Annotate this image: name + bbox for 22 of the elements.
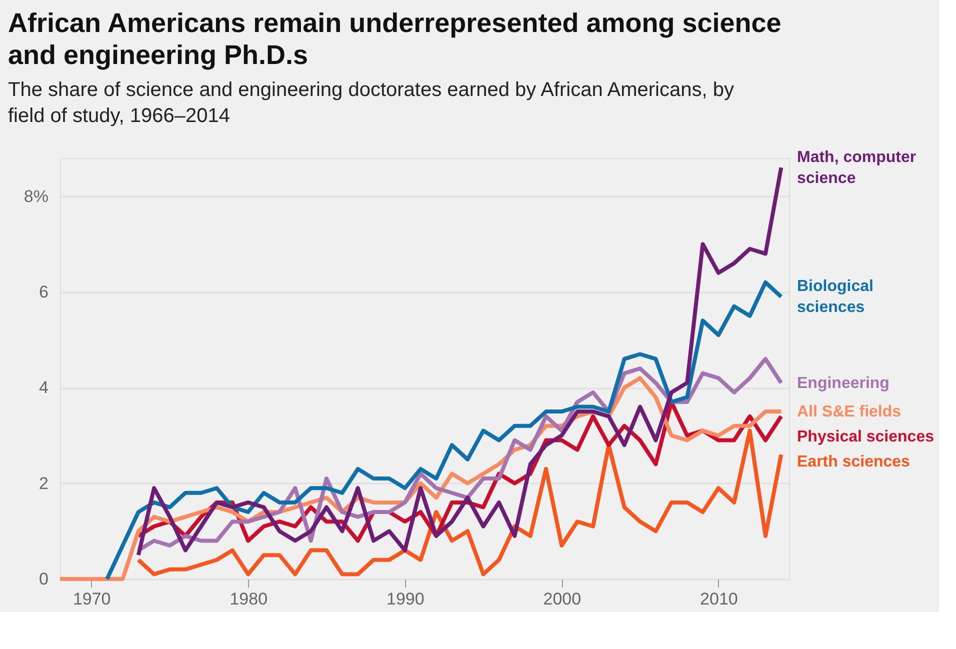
y-tick-label: 0 <box>39 570 48 588</box>
line-series <box>136 428 784 576</box>
x-tick-label: 2000 <box>543 590 582 608</box>
x-tick-label: 1970 <box>72 590 111 608</box>
x-tick-label: 1980 <box>230 590 268 608</box>
y-tick-label: 8% <box>24 186 48 206</box>
y-tick-label: 2 <box>39 474 48 493</box>
series-label: Math, computer science <box>797 149 916 188</box>
series-label: Engineering <box>797 374 890 392</box>
chart-subtitle: The share of science and engineering doctorates earned by African Americans, by field of study, 1966–2014 <box>8 79 734 128</box>
series-label: Earth sciences <box>797 454 910 471</box>
series-label: Physical sciences <box>797 428 934 446</box>
x-tick-label: 1990 <box>386 590 424 608</box>
series-label: All S&E fields <box>797 404 902 421</box>
y-tick-label: 6 <box>39 282 48 302</box>
line-series <box>136 356 784 552</box>
line-series <box>136 166 784 558</box>
chart-title: African Americans remain underrepresented among science and engineering Ph.D.s <box>8 8 782 70</box>
series-label: Biological sciences <box>797 278 874 316</box>
x-tick-label: 2010 <box>700 590 738 608</box>
line-series <box>105 280 784 581</box>
y-tick-label: 4 <box>39 378 48 398</box>
